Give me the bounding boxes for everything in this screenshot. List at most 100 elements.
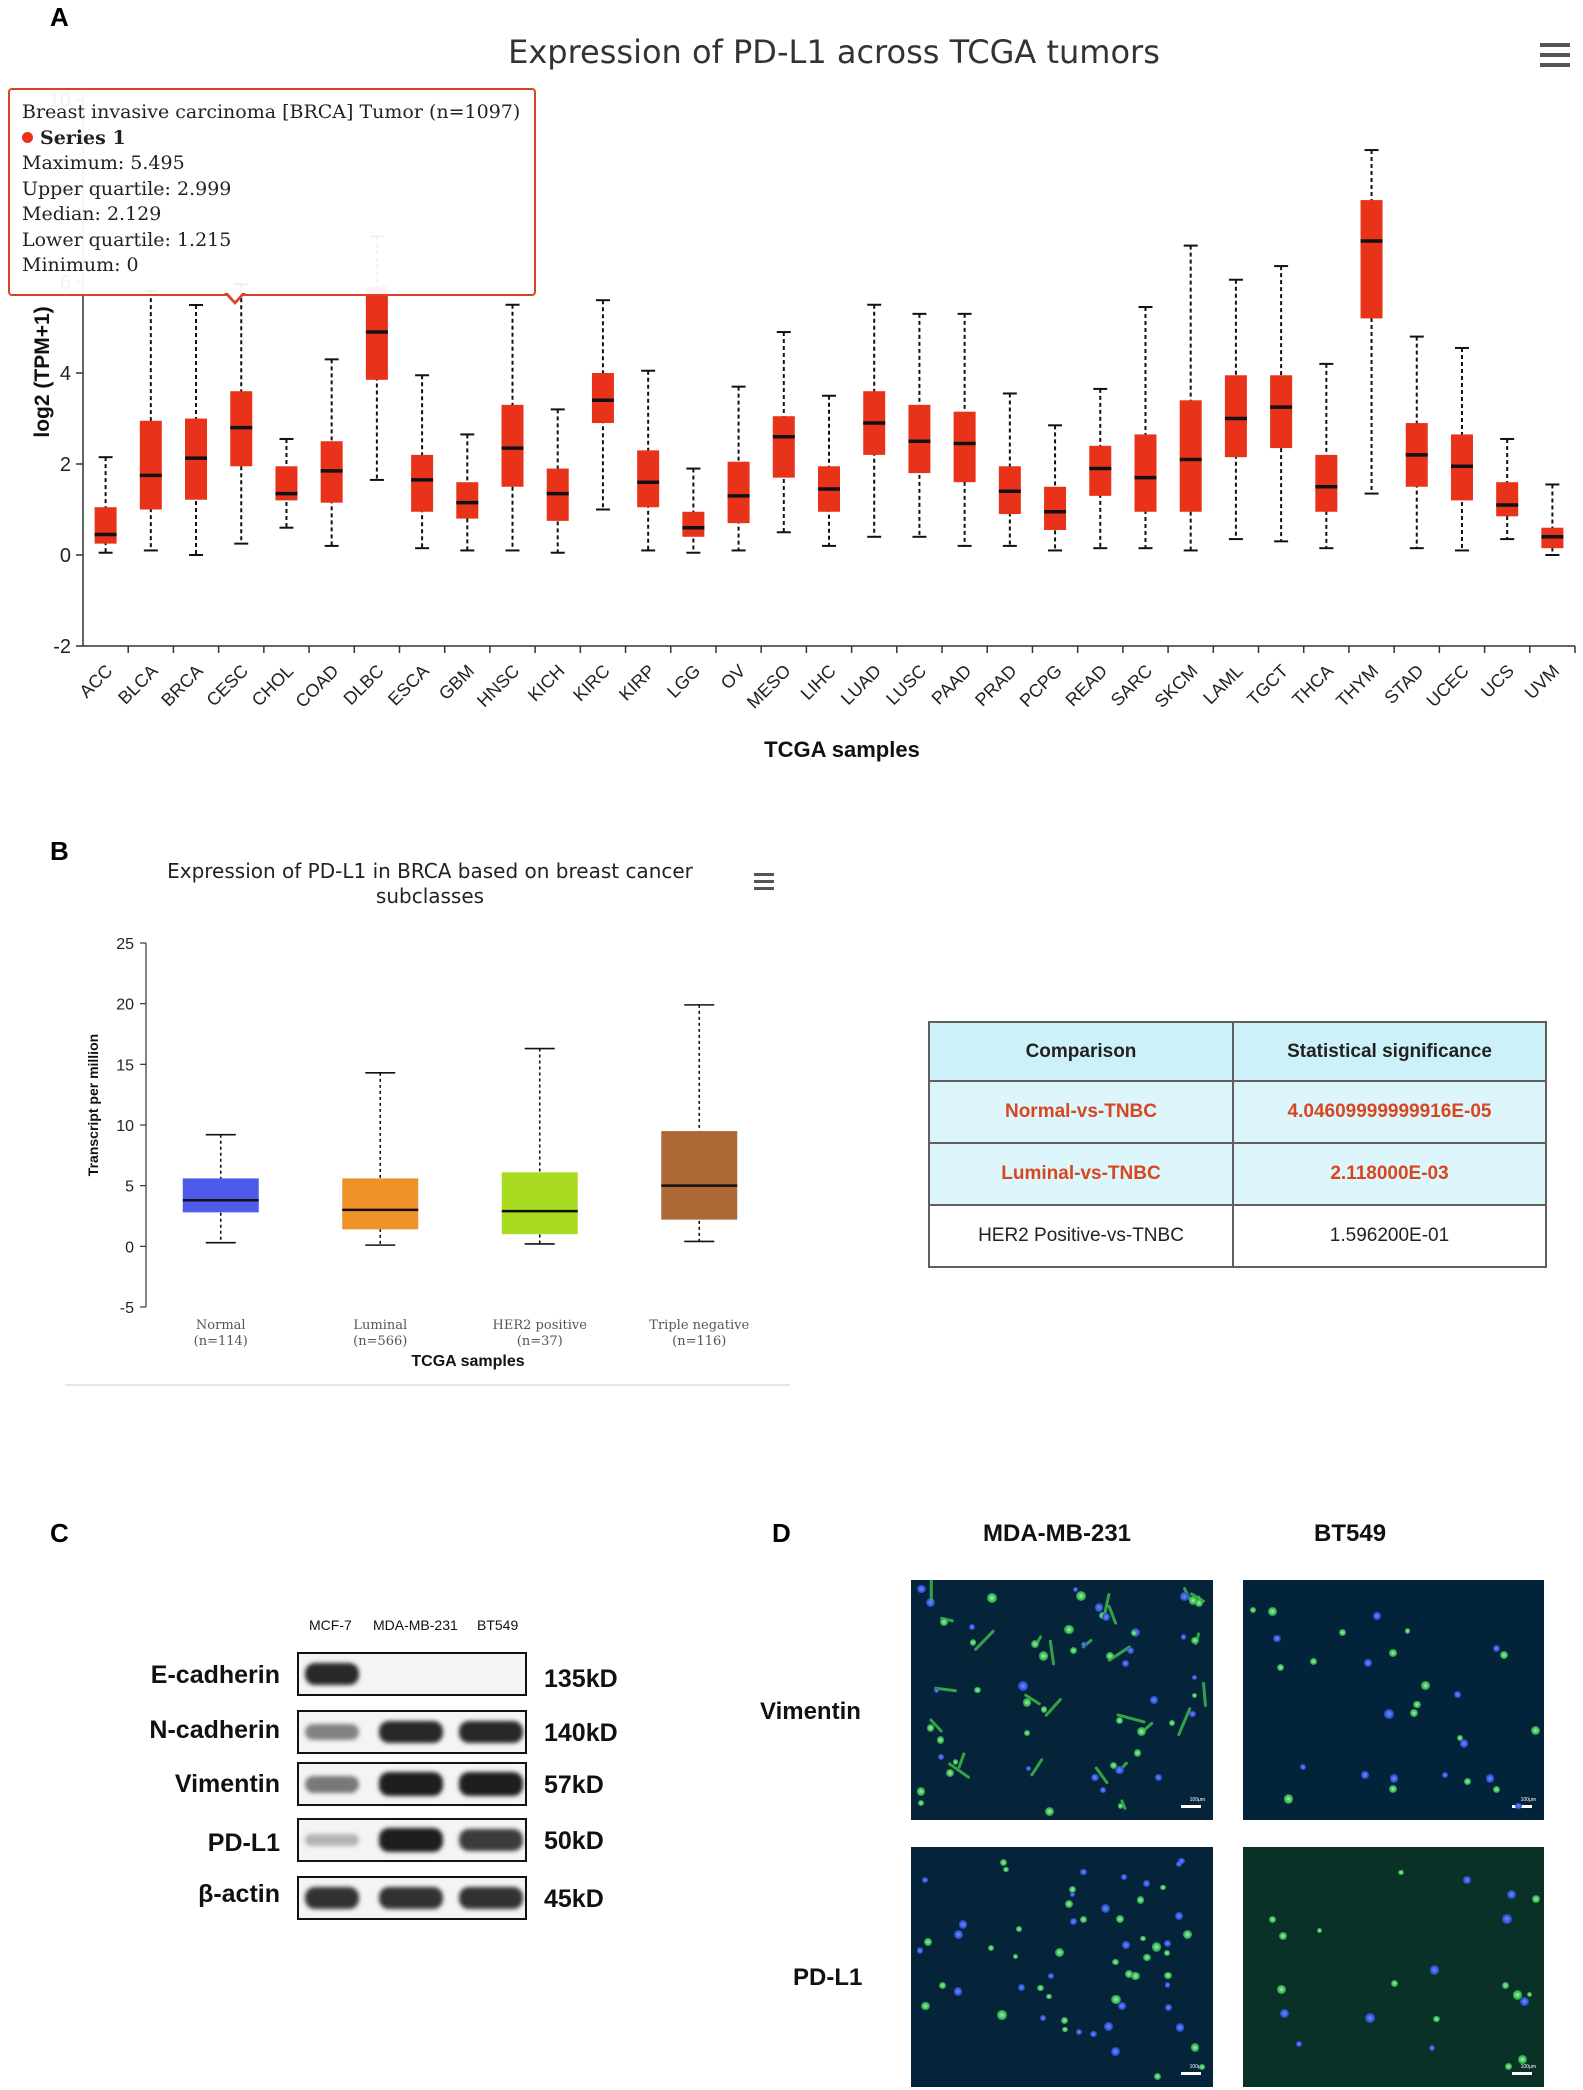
tooltip-arrow-inner [227, 292, 243, 301]
box-body [94, 507, 117, 544]
cell [1485, 1774, 1495, 1783]
blot-band [305, 1662, 359, 1686]
box-gbm [456, 433, 479, 552]
box-luad [863, 303, 886, 538]
table-cell-value: 4.04609999999916E-05 [1232, 1080, 1547, 1144]
cell [916, 1787, 926, 1796]
box-body [727, 461, 750, 524]
cell [1530, 1725, 1541, 1736]
cell [1389, 1649, 1397, 1657]
cell [921, 1876, 928, 1883]
cell [917, 1585, 926, 1594]
cell [917, 1799, 925, 1807]
cell [1181, 1634, 1187, 1640]
scale-bar [1181, 1805, 1201, 1808]
cell [1117, 2002, 1126, 2010]
cell [1038, 1651, 1049, 1662]
chart-a-menu-icon[interactable] [1540, 43, 1570, 67]
cell [1454, 1690, 1462, 1698]
cell [1199, 2063, 1205, 2070]
box-lusc [908, 312, 931, 538]
series-dot-icon [22, 131, 33, 143]
cell [1110, 1994, 1121, 2005]
y-tick-label: 0 [125, 1239, 134, 1256]
cell [1015, 1926, 1022, 1933]
box-dlbc [365, 235, 388, 481]
y-tick-label: 2 [60, 454, 71, 476]
panel-label-c: C [50, 1518, 69, 1548]
cell [1026, 1765, 1032, 1772]
cell [1268, 1606, 1277, 1616]
cell-process [973, 1629, 995, 1653]
cell [1012, 1953, 1019, 1960]
cell [1090, 2031, 1097, 2038]
x-tick-label-gbm: GBM [435, 661, 478, 704]
cell [1048, 1972, 1054, 1979]
x-tick-label-lihc: LIHC [797, 661, 840, 704]
cell [1189, 1596, 1198, 1605]
blot-label-vimentin: Vimentin [174, 1770, 280, 1798]
tooltip-title: Breast invasive carcinoma [BRCA] Tumor (… [22, 101, 521, 123]
cell [1410, 1708, 1419, 1717]
cell [1002, 1866, 1009, 1873]
cell-process [1029, 1757, 1044, 1778]
x-tick-count: (n=114) [194, 1334, 248, 1349]
box-luminal [342, 1072, 419, 1246]
x-tick-label-acc: ACC [75, 661, 116, 702]
cell [953, 1987, 962, 1996]
blot-band [459, 1772, 523, 1796]
cell [936, 1736, 945, 1745]
cell [1137, 1727, 1147, 1737]
cell [1151, 1942, 1162, 1952]
cell [1017, 1983, 1026, 1992]
cell [920, 2001, 930, 2011]
micrograph-bt549-vimentin: 100μm [1243, 1580, 1544, 1820]
box-ucs [1496, 437, 1519, 541]
cell [1429, 1965, 1440, 1976]
chart-b-menu-icon[interactable] [754, 873, 774, 890]
cell [1045, 1807, 1055, 1817]
box-body [139, 420, 162, 510]
cell [1273, 1634, 1281, 1643]
box-meso [772, 331, 795, 534]
significance-table: Comparison Statistical significance Norm… [928, 1021, 1547, 1268]
cell [1150, 1695, 1159, 1704]
micro-col-bt549: BT549 [1314, 1520, 1387, 1547]
cell [926, 1724, 935, 1732]
box-body [1315, 454, 1338, 512]
x-tick-label: HER2 positive [493, 1318, 588, 1333]
box-ov [727, 385, 750, 552]
cell [1121, 1940, 1131, 1950]
x-tick-count: (n=37) [517, 1334, 563, 1349]
blot-size-e-cadherin: 135kD [544, 1665, 618, 1693]
cell [1022, 1698, 1032, 1707]
micro-col-mda-mb-231: MDA-MB-231 [983, 1520, 1132, 1547]
cell [1175, 1860, 1183, 1868]
cell [1131, 1971, 1140, 1981]
cell [1501, 1981, 1510, 1990]
x-tick-label-thca: THCA [1288, 661, 1337, 710]
box-body [1270, 375, 1293, 449]
cell [969, 1639, 977, 1646]
cell [1100, 1903, 1110, 1914]
box-body [456, 482, 479, 519]
x-tick-label-lusc: LUSC [882, 661, 930, 709]
cell [1512, 1990, 1523, 2001]
box-stad [1405, 335, 1428, 550]
cell-process [1177, 1706, 1192, 1736]
cell [1075, 2029, 1082, 2036]
tooltip-lower-quartile: Lower quartile: 1.215 [22, 228, 232, 251]
cell [1189, 1710, 1196, 1718]
micrograph-mda-vimentin: 100μm [911, 1580, 1213, 1820]
box-body [1360, 200, 1383, 319]
cell [937, 1753, 945, 1760]
cell [974, 1686, 981, 1694]
blot-band [305, 1833, 359, 1847]
cell [1039, 2014, 1047, 2022]
cell [1249, 1607, 1256, 1614]
blot-size-pd-l1: 50kD [544, 1827, 604, 1855]
blot-band [459, 1720, 523, 1744]
cell [1428, 2044, 1435, 2051]
cell [939, 1981, 947, 1990]
blot-label-pd-l1: PD-L1 [207, 1829, 280, 1857]
